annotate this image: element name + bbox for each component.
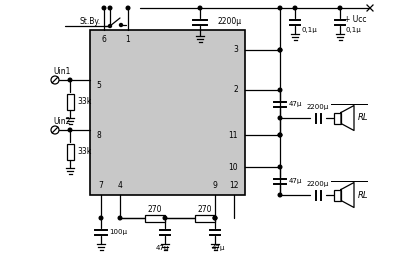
Text: 3: 3 xyxy=(234,45,238,55)
Circle shape xyxy=(278,133,282,137)
Text: Uin1: Uin1 xyxy=(53,67,70,75)
Circle shape xyxy=(278,133,282,137)
Text: RL: RL xyxy=(358,114,368,122)
Bar xyxy=(145,214,165,221)
Text: 0,1μ: 0,1μ xyxy=(301,27,317,33)
Text: 270: 270 xyxy=(148,204,162,214)
Circle shape xyxy=(278,165,282,169)
Circle shape xyxy=(278,88,282,92)
Text: 6: 6 xyxy=(102,35,106,43)
Text: 100μ: 100μ xyxy=(109,229,127,235)
Circle shape xyxy=(278,48,282,52)
Circle shape xyxy=(163,216,167,220)
Text: + Ucc: + Ucc xyxy=(344,15,367,24)
Text: 12: 12 xyxy=(229,182,239,190)
Text: 2: 2 xyxy=(234,86,238,94)
Bar xyxy=(195,214,215,221)
Text: 7: 7 xyxy=(98,182,104,190)
Text: 5: 5 xyxy=(96,81,102,89)
Circle shape xyxy=(68,78,72,82)
Circle shape xyxy=(213,216,217,220)
Circle shape xyxy=(118,216,122,220)
Circle shape xyxy=(278,116,282,120)
Circle shape xyxy=(213,216,217,220)
Text: Uin2: Uin2 xyxy=(53,117,70,125)
Circle shape xyxy=(198,6,202,10)
Text: RL: RL xyxy=(358,190,368,199)
Text: 11: 11 xyxy=(228,131,238,139)
Bar xyxy=(334,113,341,123)
Circle shape xyxy=(102,6,106,10)
Text: 47μ: 47μ xyxy=(155,245,169,251)
Text: 2200μ: 2200μ xyxy=(307,181,329,187)
Circle shape xyxy=(278,6,282,10)
Text: 33k: 33k xyxy=(77,98,91,106)
Text: 2200μ: 2200μ xyxy=(218,17,242,25)
Text: 47μ: 47μ xyxy=(289,178,302,184)
Circle shape xyxy=(108,24,112,27)
Text: St.By.: St.By. xyxy=(80,18,101,26)
Text: 10: 10 xyxy=(228,163,238,171)
Circle shape xyxy=(126,6,130,10)
Circle shape xyxy=(278,193,282,197)
Bar xyxy=(66,144,74,160)
Circle shape xyxy=(99,216,103,220)
Circle shape xyxy=(108,6,112,10)
Text: 0,1μ: 0,1μ xyxy=(346,27,362,33)
Text: 33k: 33k xyxy=(77,148,91,156)
Text: 47μ: 47μ xyxy=(289,101,302,107)
Bar xyxy=(90,30,245,195)
Text: 2200μ: 2200μ xyxy=(307,104,329,110)
Text: 8: 8 xyxy=(97,131,101,139)
Text: 1: 1 xyxy=(126,35,130,43)
Bar xyxy=(334,189,341,200)
Circle shape xyxy=(120,24,122,26)
Text: 9: 9 xyxy=(212,182,218,190)
Bar xyxy=(66,94,74,110)
Text: 47μ: 47μ xyxy=(211,245,225,251)
Text: 270: 270 xyxy=(198,204,212,214)
Text: 4: 4 xyxy=(118,182,122,190)
Circle shape xyxy=(278,48,282,52)
Circle shape xyxy=(68,128,72,132)
Circle shape xyxy=(338,6,342,10)
Circle shape xyxy=(293,6,297,10)
